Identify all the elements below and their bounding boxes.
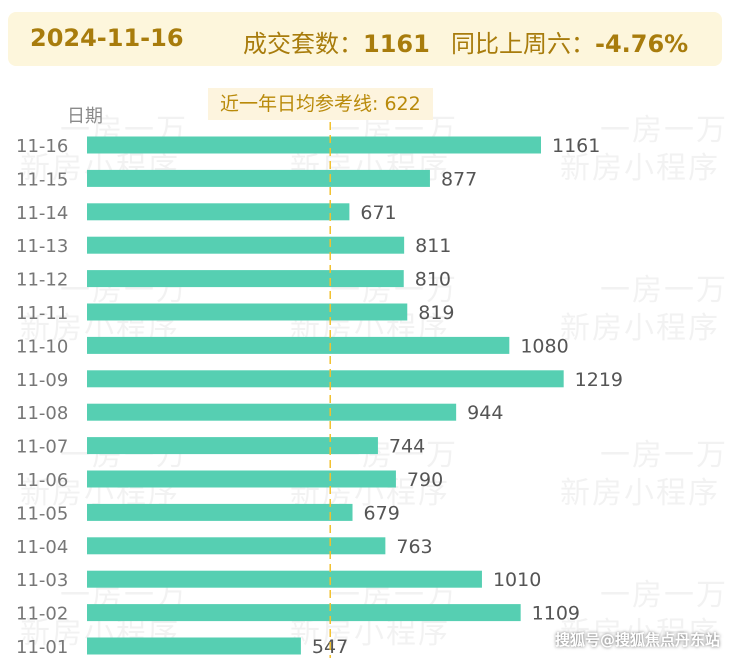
value-label: 877 [441,168,477,190]
category-label: 11-05 [16,503,68,524]
bar [87,537,386,555]
category-label: 11-14 [16,203,68,224]
summary-header: 2024-11-16 成交套数：1161 同比上周六：-4.76% [8,12,722,66]
category-label: 11-01 [16,637,68,658]
value-label: 1109 [532,603,580,625]
value-label: 679 [364,502,400,524]
deal-count: 成交套数：1161 [243,24,430,59]
category-label: 11-04 [16,537,68,558]
bar [87,470,396,488]
value-label: 1161 [552,135,600,157]
value-label: 744 [389,436,425,458]
category-label: 11-11 [16,303,68,324]
value-label: 763 [396,536,432,558]
yoy-change: 同比上周六：-4.76% [451,24,688,59]
bar [87,437,378,455]
bar [87,637,301,655]
bar [87,169,430,187]
deal-value: 1161 [363,30,430,58]
category-label: 11-02 [16,604,68,625]
value-label: 944 [467,402,503,424]
deal-label: 成交套数： [243,30,363,58]
category-label: 11-06 [16,470,68,491]
date-text: 2024-11-16 [30,24,184,52]
bar [87,403,457,421]
reference-line-label: 近一年日均参考线: 622 [208,88,433,120]
bar [87,336,510,354]
value-label: 1010 [493,569,541,591]
value-label: 810 [415,269,451,291]
y-axis-title: 日期 [67,106,103,127]
yoy-value: -4.76% [595,30,689,58]
bar [87,370,564,388]
category-label: 11-13 [16,236,68,257]
category-label: 11-07 [16,437,68,458]
value-label: 790 [407,469,443,491]
category-label: 11-03 [16,570,68,591]
bar [87,604,521,622]
category-label: 11-10 [16,336,68,357]
bar [87,136,541,154]
bar [87,270,404,288]
footer-watermark: 搜狐号@搜狐焦点丹东站 [554,631,720,649]
bar [87,503,353,521]
bar [87,236,405,254]
value-label: 811 [415,235,451,257]
category-label: 11-08 [16,403,68,424]
category-label: 11-12 [16,270,68,291]
category-label: 11-15 [16,169,68,190]
bar [87,203,350,221]
yoy-label: 同比上周六： [451,30,595,58]
value-label: 1080 [520,335,568,357]
bar [87,303,408,321]
value-label: 671 [360,202,396,224]
bar [87,570,482,588]
value-label: 819 [418,302,454,324]
category-label: 11-16 [16,136,68,157]
value-label: 1219 [575,369,623,391]
category-label: 11-09 [16,370,68,391]
